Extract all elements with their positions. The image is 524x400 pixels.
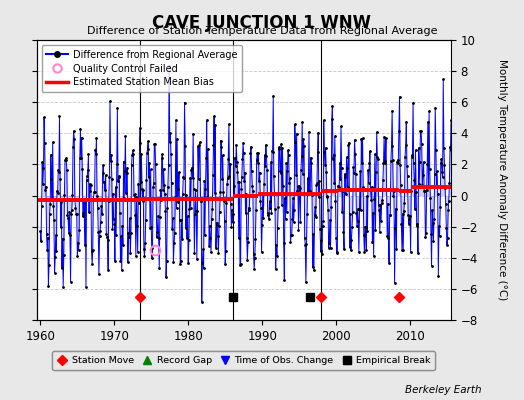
Text: Berkeley Earth: Berkeley Earth (406, 385, 482, 395)
Text: Difference of Station Temperature Data from Regional Average: Difference of Station Temperature Data f… (87, 26, 437, 36)
Legend: Station Move, Record Gap, Time of Obs. Change, Empirical Break: Station Move, Record Gap, Time of Obs. C… (52, 352, 435, 370)
Text: CAVE JUNCTION 1 WNW: CAVE JUNCTION 1 WNW (152, 14, 372, 32)
Y-axis label: Monthly Temperature Anomaly Difference (°C): Monthly Temperature Anomaly Difference (… (497, 59, 507, 301)
